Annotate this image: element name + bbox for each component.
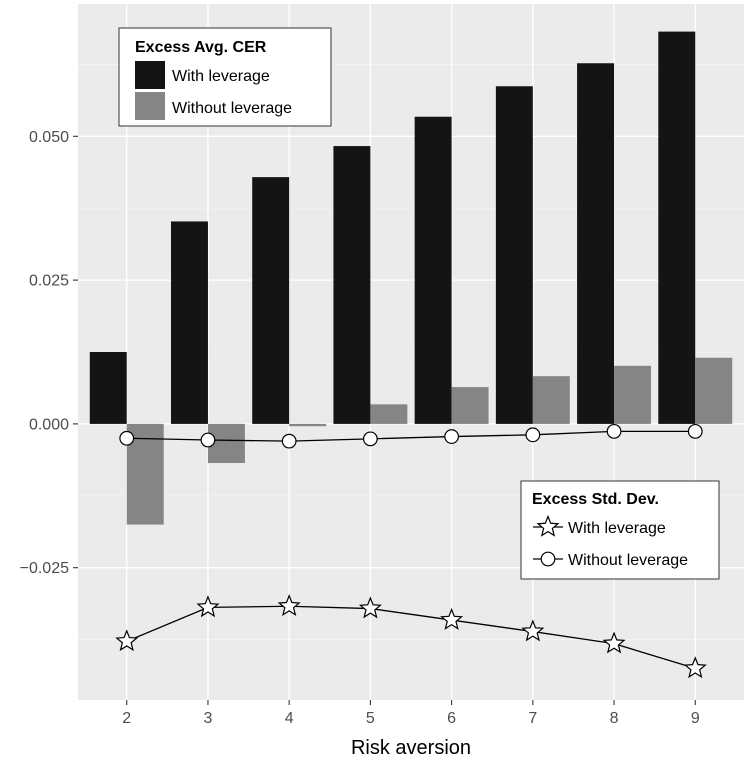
line-legend: Excess Std. Dev. With leverage Without l… bbox=[520, 480, 720, 580]
y-tick-label-1: 0.000 bbox=[29, 416, 69, 433]
y-tick-label-2: 0.025 bbox=[29, 273, 69, 290]
y-tick-label-0: −0.025 bbox=[20, 560, 69, 577]
x-axis-title: Risk aversion bbox=[351, 737, 471, 759]
bar-with-leverage-6 bbox=[414, 116, 452, 424]
line-legend-key-circle-marker bbox=[540, 551, 556, 567]
markers bbox=[115, 423, 707, 679]
bar-without-leverage-6 bbox=[451, 387, 489, 424]
x-tick-label-9: 9 bbox=[691, 710, 700, 727]
x-axis: 2 3 4 5 6 7 8 9 bbox=[122, 700, 700, 727]
bar-legend-title: Excess Avg. CER bbox=[135, 39, 267, 56]
bar-legend: Excess Avg. CER With leverage Without le… bbox=[118, 27, 332, 127]
x-tick-label-4: 4 bbox=[285, 710, 294, 727]
x-tick-label-3: 3 bbox=[203, 710, 212, 727]
marker-circle-3 bbox=[200, 432, 216, 448]
bar-without-leverage-7 bbox=[532, 376, 570, 424]
x-tick-label-5: 5 bbox=[366, 710, 375, 727]
bar-legend-label-without-leverage: Without leverage bbox=[172, 100, 292, 117]
marker-star-3 bbox=[196, 595, 220, 618]
bar-with-leverage-8 bbox=[577, 63, 615, 424]
bar-with-leverage-2 bbox=[89, 352, 127, 424]
bar-legend-key-with-leverage bbox=[135, 61, 165, 89]
bar-with-leverage-5 bbox=[333, 146, 371, 424]
marker-star-4 bbox=[277, 594, 301, 617]
marker-circle-9 bbox=[687, 423, 703, 439]
marker-star-9 bbox=[683, 656, 707, 679]
x-tick-label-2: 2 bbox=[122, 710, 131, 727]
bar-without-leverage-9 bbox=[695, 357, 733, 424]
bar-with-leverage-3 bbox=[170, 221, 208, 424]
marker-circle-8 bbox=[606, 423, 622, 439]
x-tick-label-8: 8 bbox=[610, 710, 619, 727]
line-legend-key-circle bbox=[533, 551, 563, 567]
line-legend-label-without-leverage: Without leverage bbox=[568, 552, 688, 569]
marker-circle-2 bbox=[119, 430, 135, 446]
line-circle-series bbox=[126, 430, 696, 442]
bar-without-leverage-5 bbox=[370, 404, 408, 424]
bars bbox=[89, 31, 733, 525]
marker-star-6 bbox=[440, 607, 464, 630]
marker-circle-7 bbox=[525, 427, 541, 443]
y-tick-label-3: 0.050 bbox=[29, 129, 69, 146]
bar-legend-key-without-leverage bbox=[135, 92, 165, 120]
line-legend-key-star bbox=[533, 514, 563, 537]
line-legend-label-with-leverage: With leverage bbox=[568, 520, 666, 537]
bar-without-leverage-8 bbox=[614, 365, 652, 424]
bar-without-leverage-4 bbox=[289, 423, 327, 427]
bar-with-leverage-7 bbox=[495, 86, 533, 424]
line-legend-title: Excess Std. Dev. bbox=[532, 491, 659, 508]
marker-star-2 bbox=[115, 629, 139, 652]
marker-star-7 bbox=[521, 619, 545, 642]
line-legend-key-star-marker bbox=[536, 514, 560, 537]
line-star-series bbox=[126, 605, 696, 669]
marker-star-5 bbox=[358, 596, 382, 619]
y-axis: −0.025 0.000 0.025 0.050 bbox=[20, 129, 78, 577]
bar-with-leverage-9 bbox=[658, 31, 696, 424]
lines bbox=[126, 430, 696, 669]
x-tick-label-6: 6 bbox=[447, 710, 456, 727]
bar-with-leverage-4 bbox=[252, 177, 290, 424]
bar-legend-label-with-leverage: With leverage bbox=[172, 68, 270, 85]
marker-circle-4 bbox=[281, 433, 297, 449]
marker-circle-6 bbox=[444, 429, 460, 444]
marker-star-8 bbox=[602, 631, 626, 654]
marker-circle-5 bbox=[362, 431, 378, 447]
x-tick-label-7: 7 bbox=[528, 710, 537, 727]
